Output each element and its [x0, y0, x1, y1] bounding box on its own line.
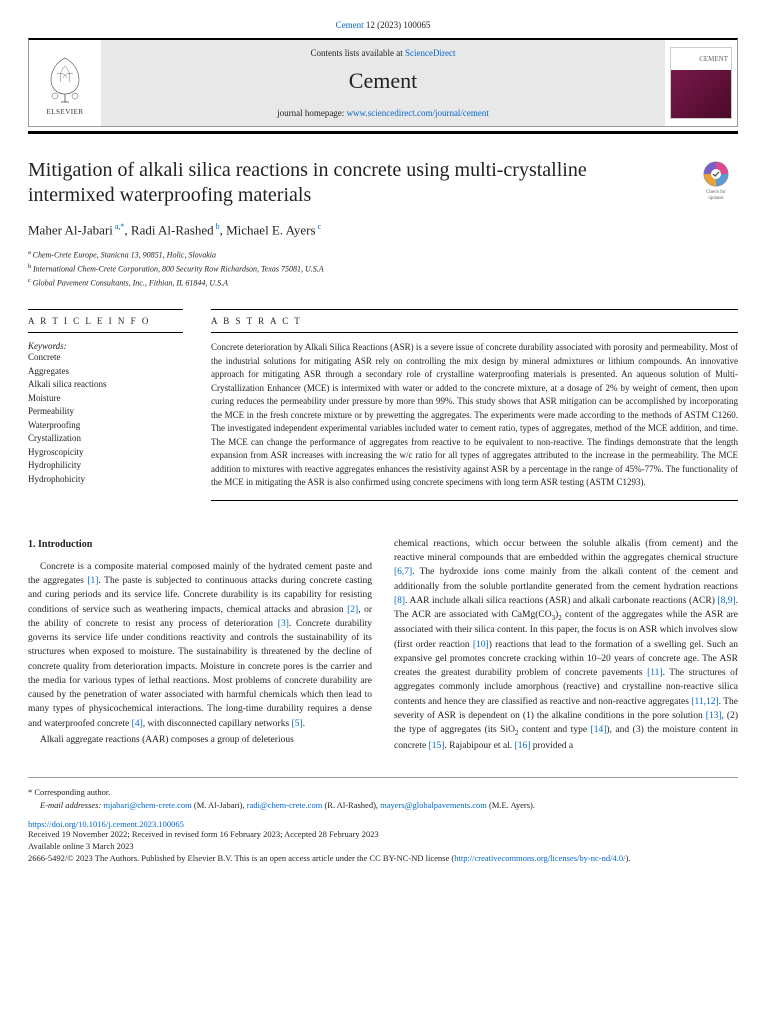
abstract-text: Concrete deterioration by Alkali Silica … [211, 341, 738, 490]
doi-link[interactable]: https://doi.org/10.1016/j.cement.2023.10… [28, 819, 738, 829]
sciencedirect-link[interactable]: ScienceDirect [405, 48, 455, 58]
elsevier-label: ELSEVIER [46, 108, 83, 116]
svg-text:updates: updates [708, 196, 723, 201]
ref-14[interactable]: [14] [591, 725, 607, 735]
top-citation: Cement 12 (2023) 100065 [28, 20, 738, 30]
abstract-column: A B S T R A C T Concrete deterioration b… [211, 303, 738, 507]
elsevier-logo[interactable]: ELSEVIER [29, 40, 101, 126]
intro-para-2: Alkali aggregate reactions (AAR) compose… [28, 733, 372, 747]
available-line: Available online 3 March 2023 [28, 841, 738, 853]
ref-1[interactable]: [1] [87, 576, 98, 586]
keywords-label: Keywords: [28, 341, 183, 351]
svg-text:Check for: Check for [706, 190, 726, 195]
header-rule [28, 131, 738, 134]
copyright-line: 2666-5492/© 2023 The Authors. Published … [28, 853, 738, 865]
email-link[interactable]: radi@chem-crete.com [247, 800, 323, 810]
ref-3[interactable]: [3] [278, 619, 289, 629]
keyword: Permeability [28, 405, 183, 419]
check-updates-icon[interactable]: Check for updates [694, 158, 738, 202]
homepage-link[interactable]: www.sciencedirect.com/journal/cement [347, 108, 489, 118]
keyword: Hydrophilicity [28, 459, 183, 473]
body-columns: 1. Introduction Concrete is a composite … [28, 537, 738, 755]
author-sup: c [316, 222, 322, 231]
ref-6-7[interactable]: [6,7] [394, 567, 412, 577]
article-info-column: A R T I C L E I N F O Keywords: Concrete… [28, 303, 183, 507]
authors: Maher Al-Jabari a,*, Radi Al-Rashed b, M… [28, 222, 738, 238]
body-column-left: 1. Introduction Concrete is a composite … [28, 537, 372, 755]
keywords-list: ConcreteAggregatesAlkali silica reaction… [28, 351, 183, 486]
ref-5[interactable]: [5] [292, 719, 303, 729]
journal-cover[interactable]: CEMENT [665, 40, 737, 126]
journal-title: Cement [101, 68, 665, 94]
keyword: Crystallization [28, 432, 183, 446]
elsevier-tree-icon [37, 50, 93, 106]
author-sup: b [214, 222, 220, 231]
journal-header: ELSEVIER Contents lists available at Sci… [28, 38, 738, 127]
header-center: Contents lists available at ScienceDirec… [101, 40, 665, 126]
corresponding-star: * Corresponding author. [28, 786, 738, 799]
ref-8-9[interactable]: [8,9] [717, 596, 735, 606]
affiliation: a Chem-Crete Europe, Stanicna 13, 90851,… [28, 248, 738, 262]
ref-13[interactable]: [13] [706, 711, 722, 721]
keyword: Moisture [28, 392, 183, 406]
affiliation: c Global Pavement Consultants, Inc., Fit… [28, 276, 738, 290]
ref-4[interactable]: [4] [132, 719, 143, 729]
received-line: Received 19 November 2022; Received in r… [28, 829, 738, 841]
top-issue: 12 (2023) 100065 [366, 20, 431, 30]
body-column-right: chemical reactions, which occur between … [394, 537, 738, 755]
affiliation: b International Chem-Crete Corporation, … [28, 262, 738, 276]
ref-11[interactable]: [11] [647, 668, 662, 678]
contents-line: Contents lists available at ScienceDirec… [101, 48, 665, 58]
corresponding-author: * Corresponding author. E-mail addresses… [28, 786, 738, 812]
author-sup: a,* [113, 222, 125, 231]
ref-2[interactable]: [2] [347, 605, 358, 615]
intro-para-cont: chemical reactions, which occur between … [394, 537, 738, 753]
keyword: Aggregates [28, 365, 183, 379]
intro-heading: 1. Introduction [28, 537, 372, 552]
email-link[interactable]: mjabari@chem-crete.com [103, 800, 191, 810]
license-link[interactable]: http://creativecommons.org/licenses/by-n… [454, 853, 625, 863]
abstract-head: A B S T R A C T [211, 316, 738, 326]
intro-para-1: Concrete is a composite material compose… [28, 560, 372, 731]
ref-15[interactable]: [15] [429, 741, 445, 751]
keyword: Waterproofing [28, 419, 183, 433]
email-link[interactable]: mayers@globalpavements.com [380, 800, 487, 810]
cover-thumbnail: CEMENT [670, 47, 732, 119]
keyword: Hydrophobicity [28, 473, 183, 487]
author-name: Michael E. Ayers [226, 222, 315, 237]
author-name: Maher Al-Jabari [28, 222, 113, 237]
homepage-line: journal homepage: www.sciencedirect.com/… [101, 108, 665, 118]
article-title: Mitigation of alkali silica reactions in… [28, 158, 678, 208]
keyword: Hygroscopicity [28, 446, 183, 460]
ref-8[interactable]: [8] [394, 596, 405, 606]
ref-11-12[interactable]: [11,12] [691, 697, 718, 707]
ref-16[interactable]: [16] [515, 741, 531, 751]
article-info-head: A R T I C L E I N F O [28, 316, 183, 326]
keyword: Alkali silica reactions [28, 378, 183, 392]
keyword: Concrete [28, 351, 183, 365]
affiliations: a Chem-Crete Europe, Stanicna 13, 90851,… [28, 248, 738, 289]
email-line: E-mail addresses: mjabari@chem-crete.com… [28, 799, 738, 812]
author-name: Radi Al-Rashed [131, 222, 214, 237]
ref-10[interactable]: [10] [473, 640, 489, 650]
cover-label: CEMENT [671, 48, 731, 70]
top-journal-link[interactable]: Cement [336, 20, 364, 30]
footer-separator [28, 777, 738, 778]
